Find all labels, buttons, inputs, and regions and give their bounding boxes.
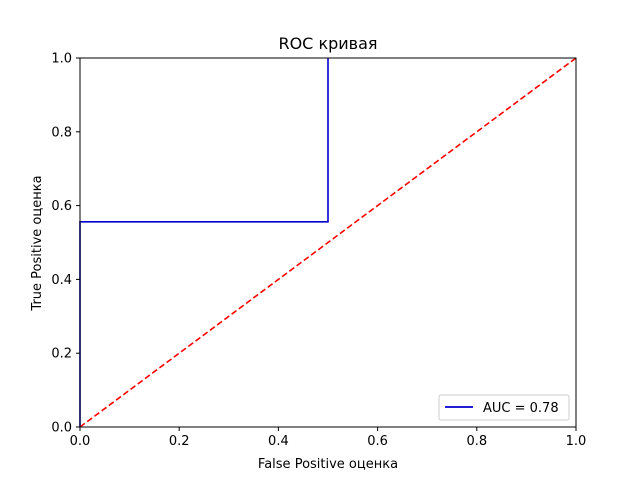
- y-tick-label: 0.0: [51, 421, 72, 436]
- chance-diagonal-line: [79, 57, 577, 428]
- x-tick-label: 0.4: [268, 434, 289, 449]
- x-tick-label: 0.0: [70, 434, 91, 449]
- y-tick-label: 0.4: [51, 273, 72, 288]
- y-tick-label: 0.2: [51, 347, 72, 362]
- y-tick-label: 1.0: [51, 52, 72, 67]
- y-axis-ticks: 0.0 0.2 0.4 0.6 0.8 1.0: [51, 52, 80, 436]
- plot-frame: [79, 57, 577, 428]
- legend: AUC = 0.78: [438, 394, 570, 421]
- chart-title: ROC кривая: [278, 34, 377, 53]
- y-tick-label: 0.6: [51, 199, 72, 214]
- x-axis-ticks: 0.0 0.2 0.4 0.6 0.8 1.0: [70, 427, 587, 449]
- x-tick-label: 0.8: [466, 434, 487, 449]
- x-axis-label: False Positive оценка: [258, 457, 398, 472]
- x-tick-label: 0.6: [367, 434, 388, 449]
- legend-box: [438, 394, 570, 421]
- x-tick-label: 0.2: [169, 434, 190, 449]
- y-axis-label: True Positive оценка: [30, 175, 45, 311]
- x-tick-label: 1.0: [566, 434, 587, 449]
- y-tick-label: 0.8: [51, 125, 72, 140]
- legend-label: AUC = 0.78: [483, 401, 559, 416]
